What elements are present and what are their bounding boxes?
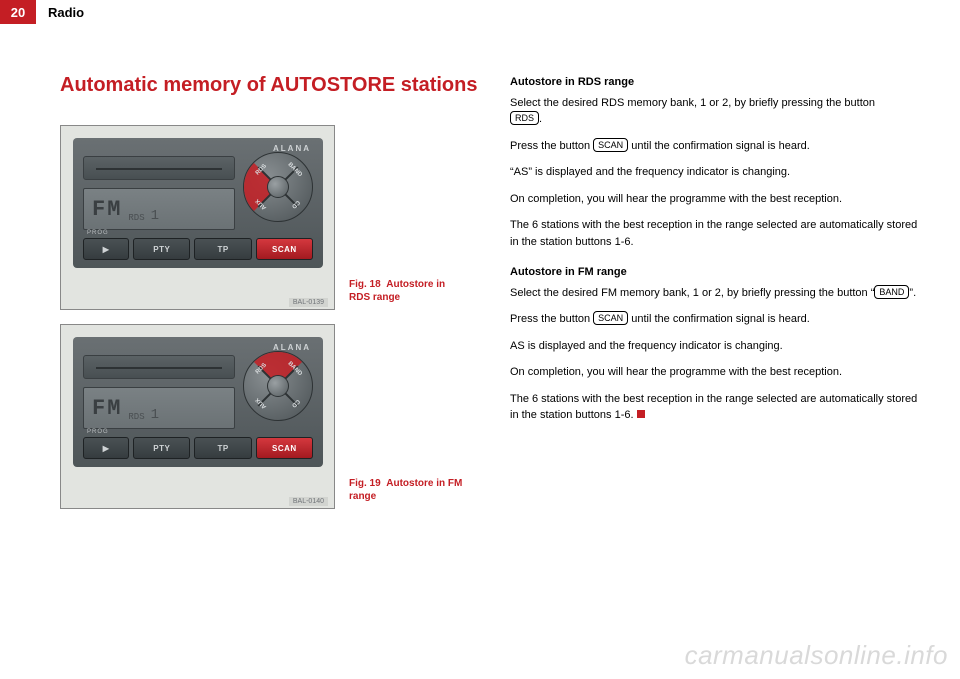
scan-inline-button: SCAN [593, 311, 628, 325]
button-row: ▶ PTY TP SCAN [83, 437, 313, 459]
rds-para-5: The 6 stations with the best reception i… [510, 217, 924, 250]
end-marker-icon [637, 410, 645, 418]
page-content: Automatic memory of AUTOSTORE stations A… [0, 24, 960, 523]
display-bank: 1 [151, 208, 159, 224]
round-dial: RDS BAND AUX CD [243, 351, 313, 421]
right-column: Autostore in RDS range Select the desire… [510, 74, 924, 523]
radio-unit: ALANA FM RDS 1 RDS BAND AUX CD [73, 337, 323, 467]
figure-18-image: ALANA FM RDS 1 RDS BAND AUX CD [60, 125, 335, 310]
scan-inline-button: SCAN [593, 138, 628, 152]
display-bank: 1 [151, 407, 159, 423]
figure-18-block: ALANA FM RDS 1 RDS BAND AUX CD [60, 125, 480, 310]
figure-19-block: ALANA FM RDS 1 RDS BAND AUX CD [60, 324, 480, 509]
seek-button: ▶ [83, 437, 129, 459]
rds-para-2: Press the button SCAN until the confirma… [510, 138, 924, 155]
left-column: Automatic memory of AUTOSTORE stations A… [60, 74, 480, 523]
prog-label: PROG [87, 429, 109, 435]
fm-para-5: The 6 stations with the best reception i… [510, 391, 924, 424]
cd-slot [83, 156, 235, 180]
radio-display: FM RDS 1 [83, 387, 235, 429]
display-mode: FM [92, 396, 122, 421]
fm-para-1: Select the desired FM memory bank, 1 or … [510, 285, 924, 302]
seek-button: ▶ [83, 238, 129, 260]
fig-label: Fig. 19 [349, 478, 381, 489]
scan-button: SCAN [256, 238, 313, 260]
fm-para-4: On completion, you will hear the program… [510, 364, 924, 381]
main-heading: Automatic memory of AUTOSTORE stations [60, 74, 480, 97]
tp-button: TP [194, 437, 251, 459]
pty-button: PTY [133, 238, 190, 260]
watermark: carmanualsonline.info [685, 640, 948, 671]
rds-para-1: Select the desired RDS memory bank, 1 or… [510, 95, 924, 128]
display-mode: FM [92, 197, 122, 222]
section-title: Radio [48, 5, 84, 20]
dial-center [267, 176, 289, 198]
figure-19-caption: Fig. 19 Autostore in FM range [349, 477, 469, 503]
fig-label: Fig. 18 [349, 279, 381, 290]
prog-label: PROG [87, 230, 109, 236]
fm-para-3: AS is displayed and the frequency indica… [510, 338, 924, 355]
display-sub: RDS [128, 213, 144, 223]
figure-code: BAL-0140 [289, 497, 328, 506]
fm-para-2: Press the button SCAN until the confirma… [510, 311, 924, 328]
band-inline-button: BAND [874, 285, 909, 299]
round-dial: RDS BAND AUX CD [243, 152, 313, 222]
figure-code: BAL-0139 [289, 298, 328, 307]
figure-18-caption: Fig. 18 Autostore in RDS range [349, 278, 469, 304]
rds-subheading: Autostore in RDS range [510, 74, 924, 91]
tp-button: TP [194, 238, 251, 260]
cd-slot [83, 355, 235, 379]
rds-para-4: On completion, you will hear the program… [510, 191, 924, 208]
display-sub: RDS [128, 412, 144, 422]
rds-inline-button: RDS [510, 111, 539, 125]
dial-center [267, 375, 289, 397]
fm-subheading: Autostore in FM range [510, 264, 924, 281]
radio-unit: ALANA FM RDS 1 RDS BAND AUX CD [73, 138, 323, 268]
radio-display: FM RDS 1 [83, 188, 235, 230]
figure-19-image: ALANA FM RDS 1 RDS BAND AUX CD [60, 324, 335, 509]
page-number: 20 [0, 0, 36, 24]
pty-button: PTY [133, 437, 190, 459]
scan-button: SCAN [256, 437, 313, 459]
page-header: 20 Radio [0, 0, 960, 24]
rds-para-3: “AS” is displayed and the frequency indi… [510, 164, 924, 181]
button-row: ▶ PTY TP SCAN [83, 238, 313, 260]
